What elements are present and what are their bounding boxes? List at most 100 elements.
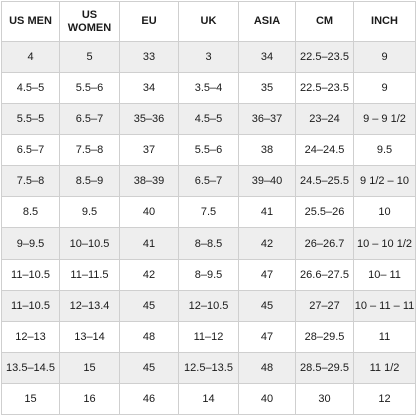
cell-eu: 33 — [119, 40, 179, 74]
cell-asia: 38 — [238, 134, 296, 167]
table-row: 5.5–5 6.5–7 35–36 4.5–5 36–37 23–24 9 – 9 1/2 — [1, 103, 416, 136]
cell-inch: 10– 11 — [353, 258, 416, 291]
table-row: 6.5–7 7.5–8 37 5.5–6 38 24–24.5 9.5 — [1, 134, 416, 167]
cell-eu: 34 — [119, 72, 179, 105]
cell-inch: 11 1/2 — [353, 351, 416, 384]
cell-asia: 45 — [238, 289, 296, 322]
cell-uk: 7.5 — [178, 196, 239, 229]
cell-us-women: 6.5–7 — [59, 103, 120, 136]
cell-us-men: 8.5 — [1, 196, 60, 229]
cell-cm: 27–27 — [295, 289, 354, 322]
cell-cm: 26.6–27.5 — [295, 258, 354, 291]
cell-us-men: 13.5–14.5 — [1, 351, 60, 384]
cell-us-women: 5 — [59, 40, 120, 74]
table-row: 7.5–8 8.5–9 38–39 6.5–7 39–40 24.5–25.5 9 1/2 … — [1, 165, 416, 198]
cell-asia: 48 — [238, 351, 296, 384]
cell-eu: 37 — [119, 134, 179, 167]
cell-cm: 23–24 — [295, 103, 354, 136]
cell-asia: 40 — [238, 382, 296, 416]
cell-uk: 3 — [178, 40, 239, 74]
cell-asia: 41 — [238, 196, 296, 229]
cell-uk: 3.5–4 — [178, 72, 239, 105]
cell-eu: 38–39 — [119, 165, 179, 198]
cell-us-women: 7.5–8 — [59, 134, 120, 167]
table-row: 4.5–5 5.5–6 34 3.5–4 35 22.5–23.5 9 — [1, 72, 416, 105]
cell-cm: 24–24.5 — [295, 134, 354, 167]
cell-cm: 26–26.7 — [295, 227, 354, 260]
cell-asia: 34 — [238, 40, 296, 74]
cell-eu: 46 — [119, 382, 179, 416]
cell-uk: 11–12 — [178, 320, 239, 353]
cell-uk: 6.5–7 — [178, 165, 239, 198]
cell-us-women: 16 — [59, 382, 120, 416]
cell-eu: 45 — [119, 351, 179, 384]
cell-us-women: 15 — [59, 351, 120, 384]
cell-inch: 9 — [353, 72, 416, 105]
cell-uk: 4.5–5 — [178, 103, 239, 136]
cell-inch: 9 1/2 – 10 — [353, 165, 416, 198]
cell-asia: 47 — [238, 258, 296, 291]
cell-inch: 9 – 9 1/2 — [353, 103, 416, 136]
column-header-us-women: US WOMEN — [59, 1, 120, 42]
cell-uk: 12.5–13.5 — [178, 351, 239, 384]
cell-cm: 22.5–23.5 — [295, 72, 354, 105]
table-row: 11–10.5 12–13.4 45 12–10.5 45 27–27 10 – 11 – … — [1, 289, 416, 322]
cell-us-men: 9–9.5 — [1, 227, 60, 260]
cell-uk: 5.5–6 — [178, 134, 239, 167]
table-row: 15 16 46 14 40 30 12 — [1, 382, 416, 416]
cell-us-men: 11–10.5 — [1, 258, 60, 291]
column-header-eu: EU — [119, 1, 179, 42]
cell-us-men: 12–13 — [1, 320, 60, 353]
table-row: 4 5 33 3 34 22.5–23.5 9 — [1, 40, 416, 74]
cell-asia: 42 — [238, 227, 296, 260]
cell-eu: 45 — [119, 289, 179, 322]
cell-us-women: 12–13.4 — [59, 289, 120, 322]
table-row: 11–10.5 11–11.5 42 8–9.5 47 26.6–27.5 10– 11 — [1, 258, 416, 291]
cell-eu: 41 — [119, 227, 179, 260]
cell-eu: 48 — [119, 320, 179, 353]
table-row: 13.5–14.5 15 45 12.5–13.5 48 28.5–29.5 11 1/2 — [1, 351, 416, 384]
column-header-asia: ASIA — [238, 1, 296, 42]
cell-us-women: 8.5–9 — [59, 165, 120, 198]
cell-inch: 9 — [353, 40, 416, 74]
cell-inch: 9.5 — [353, 134, 416, 167]
column-header-cm: CM — [295, 1, 354, 42]
cell-asia: 39–40 — [238, 165, 296, 198]
cell-cm: 28–29.5 — [295, 320, 354, 353]
cell-us-men: 4.5–5 — [1, 72, 60, 105]
cell-us-men: 5.5–5 — [1, 103, 60, 136]
cell-inch: 10 – 11 – 11 — [353, 289, 416, 322]
column-header-us-men: US MEN — [1, 1, 60, 42]
cell-us-women: 5.5–6 — [59, 72, 120, 105]
cell-us-men: 11–10.5 — [1, 289, 60, 322]
cell-asia: 35 — [238, 72, 296, 105]
cell-us-men: 6.5–7 — [1, 134, 60, 167]
cell-asia: 47 — [238, 320, 296, 353]
cell-inch: 10 — [353, 196, 416, 229]
cell-us-women: 11–11.5 — [59, 258, 120, 291]
cell-eu: 35–36 — [119, 103, 179, 136]
size-rows: 4 5 33 3 34 22.5–23.5 9 4.5–5 5.5–6 34 3.5–4 35 22.5… — [1, 40, 416, 416]
cell-uk: 14 — [178, 382, 239, 416]
cell-uk: 8–9.5 — [178, 258, 239, 291]
cell-asia: 36–37 — [238, 103, 296, 136]
cell-eu: 40 — [119, 196, 179, 229]
cell-cm: 24.5–25.5 — [295, 165, 354, 198]
cell-us-women: 9.5 — [59, 196, 120, 229]
cell-us-men: 7.5–8 — [1, 165, 60, 198]
header-row: US MEN US WOMEN EU UK ASIA CM INCH — [1, 1, 416, 42]
table-row: 12–13 13–14 48 11–12 47 28–29.5 11 — [1, 320, 416, 353]
cell-inch: 12 — [353, 382, 416, 416]
cell-us-women: 13–14 — [59, 320, 120, 353]
cell-inch: 11 — [353, 320, 416, 353]
cell-eu: 42 — [119, 258, 179, 291]
cell-us-women: 10–10.5 — [59, 227, 120, 260]
cell-inch: 10 – 10 1/2 — [353, 227, 416, 260]
table-row: 9–9.5 10–10.5 41 8–8.5 42 26–26.7 10 – 10 1/2 — [1, 227, 416, 260]
cell-uk: 12–10.5 — [178, 289, 239, 322]
cell-cm: 28.5–29.5 — [295, 351, 354, 384]
column-header-inch: INCH — [353, 1, 416, 42]
cell-cm: 25.5–26 — [295, 196, 354, 229]
table-row: 8.5 9.5 40 7.5 41 25.5–26 10 — [1, 196, 416, 229]
